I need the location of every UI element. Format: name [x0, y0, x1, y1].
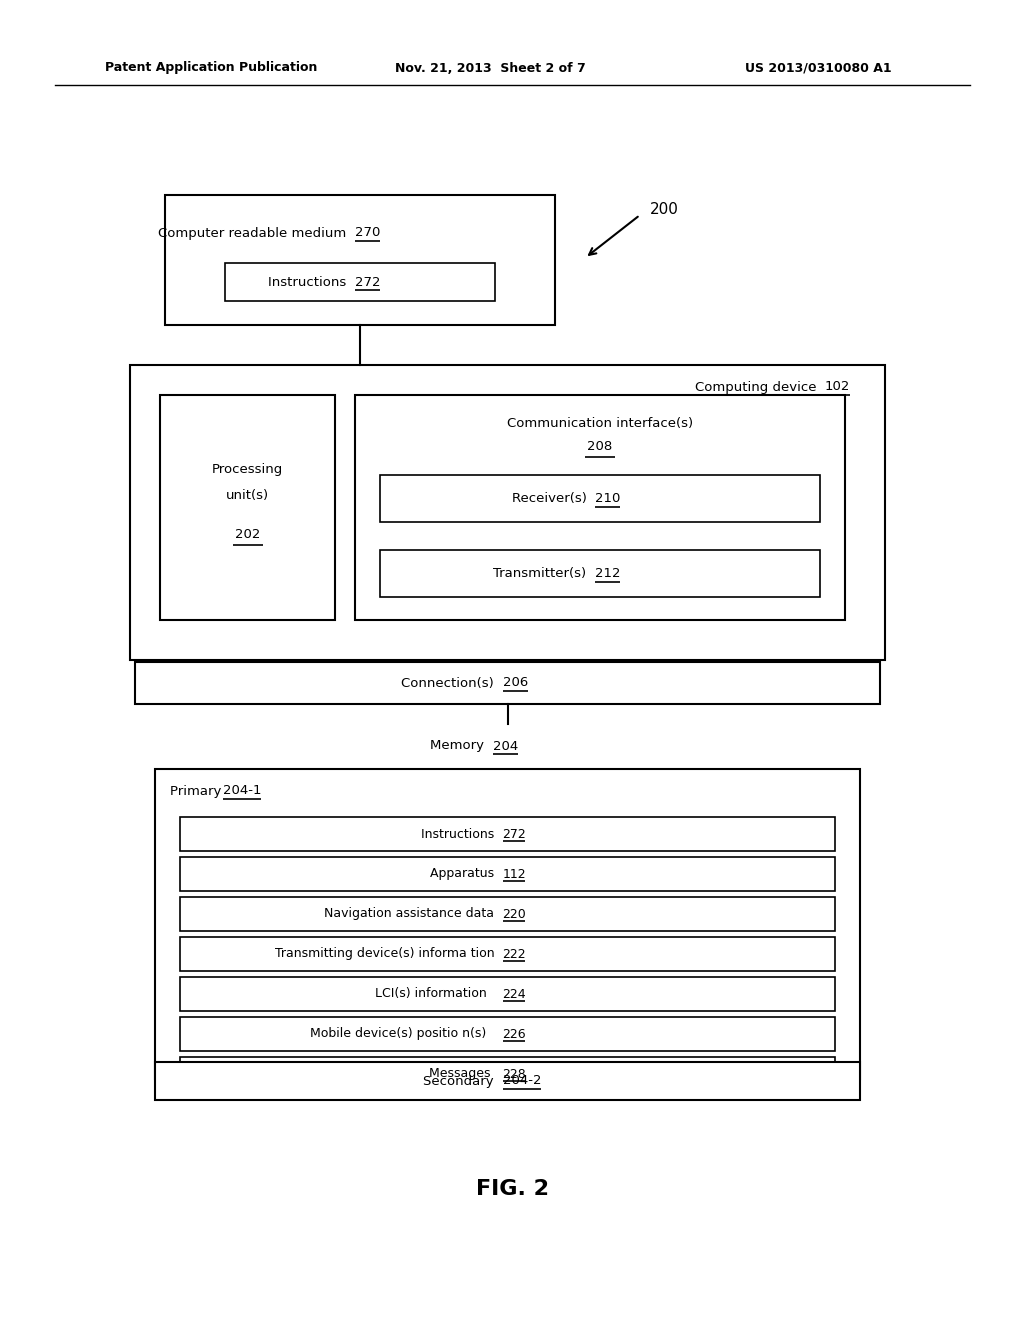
- Text: 204-1: 204-1: [223, 784, 261, 797]
- Text: 224: 224: [503, 987, 526, 1001]
- Text: Memory: Memory: [430, 739, 493, 752]
- Text: 226: 226: [503, 1027, 526, 1040]
- Text: Computing device: Computing device: [695, 380, 825, 393]
- Text: Transmitter(s): Transmitter(s): [494, 568, 595, 579]
- Text: Secondary: Secondary: [423, 1074, 503, 1088]
- Bar: [180, 898, 835, 931]
- Bar: [155, 770, 860, 1078]
- Bar: [380, 475, 820, 521]
- Text: Primary: Primary: [170, 784, 229, 797]
- Text: Patent Application Publication: Patent Application Publication: [105, 62, 317, 74]
- Text: Connection(s): Connection(s): [401, 676, 503, 689]
- Bar: [380, 550, 820, 597]
- Text: 206: 206: [503, 676, 527, 689]
- Text: 270: 270: [355, 227, 380, 239]
- Text: 222: 222: [503, 948, 526, 961]
- Bar: [180, 977, 835, 1011]
- Text: Mobile device(s) positio n(s): Mobile device(s) positio n(s): [310, 1027, 503, 1040]
- Bar: [135, 663, 880, 704]
- Bar: [355, 395, 845, 620]
- Text: 272: 272: [355, 276, 381, 289]
- Bar: [155, 1063, 860, 1100]
- Text: 204-2: 204-2: [503, 1074, 541, 1088]
- Text: Transmitting device(s) informa tion: Transmitting device(s) informa tion: [274, 948, 503, 961]
- Bar: [130, 366, 885, 660]
- Text: Communication interface(s): Communication interface(s): [507, 417, 693, 429]
- Text: 212: 212: [595, 568, 621, 579]
- Text: 210: 210: [595, 492, 621, 506]
- Text: LCI(s) information: LCI(s) information: [375, 987, 503, 1001]
- Text: Receiver(s): Receiver(s): [512, 492, 595, 506]
- Bar: [165, 195, 555, 325]
- Text: Messages: Messages: [429, 1068, 503, 1081]
- Text: FIG. 2: FIG. 2: [475, 1179, 549, 1199]
- Text: 102: 102: [825, 380, 850, 393]
- Text: 204: 204: [493, 739, 518, 752]
- Text: 208: 208: [588, 441, 612, 454]
- Bar: [225, 263, 495, 301]
- Text: Navigation assistance data: Navigation assistance data: [325, 908, 503, 920]
- Text: 202: 202: [234, 528, 260, 541]
- Text: Instructions: Instructions: [268, 276, 355, 289]
- Bar: [180, 817, 835, 851]
- Bar: [180, 857, 835, 891]
- Text: US 2013/0310080 A1: US 2013/0310080 A1: [745, 62, 892, 74]
- Text: Nov. 21, 2013  Sheet 2 of 7: Nov. 21, 2013 Sheet 2 of 7: [395, 62, 586, 74]
- Text: Apparatus: Apparatus: [430, 867, 503, 880]
- Text: 112: 112: [503, 867, 526, 880]
- Text: 272: 272: [503, 828, 526, 841]
- Text: 228: 228: [503, 1068, 526, 1081]
- Bar: [160, 395, 335, 620]
- Text: Instructions: Instructions: [421, 828, 503, 841]
- Text: 200: 200: [650, 202, 679, 218]
- Text: Processing: Processing: [212, 463, 283, 477]
- Bar: [180, 1016, 835, 1051]
- Bar: [180, 937, 835, 972]
- Bar: [180, 1057, 835, 1092]
- Text: Computer readable medium: Computer readable medium: [159, 227, 355, 239]
- Text: 220: 220: [503, 908, 526, 920]
- Text: unit(s): unit(s): [226, 488, 269, 502]
